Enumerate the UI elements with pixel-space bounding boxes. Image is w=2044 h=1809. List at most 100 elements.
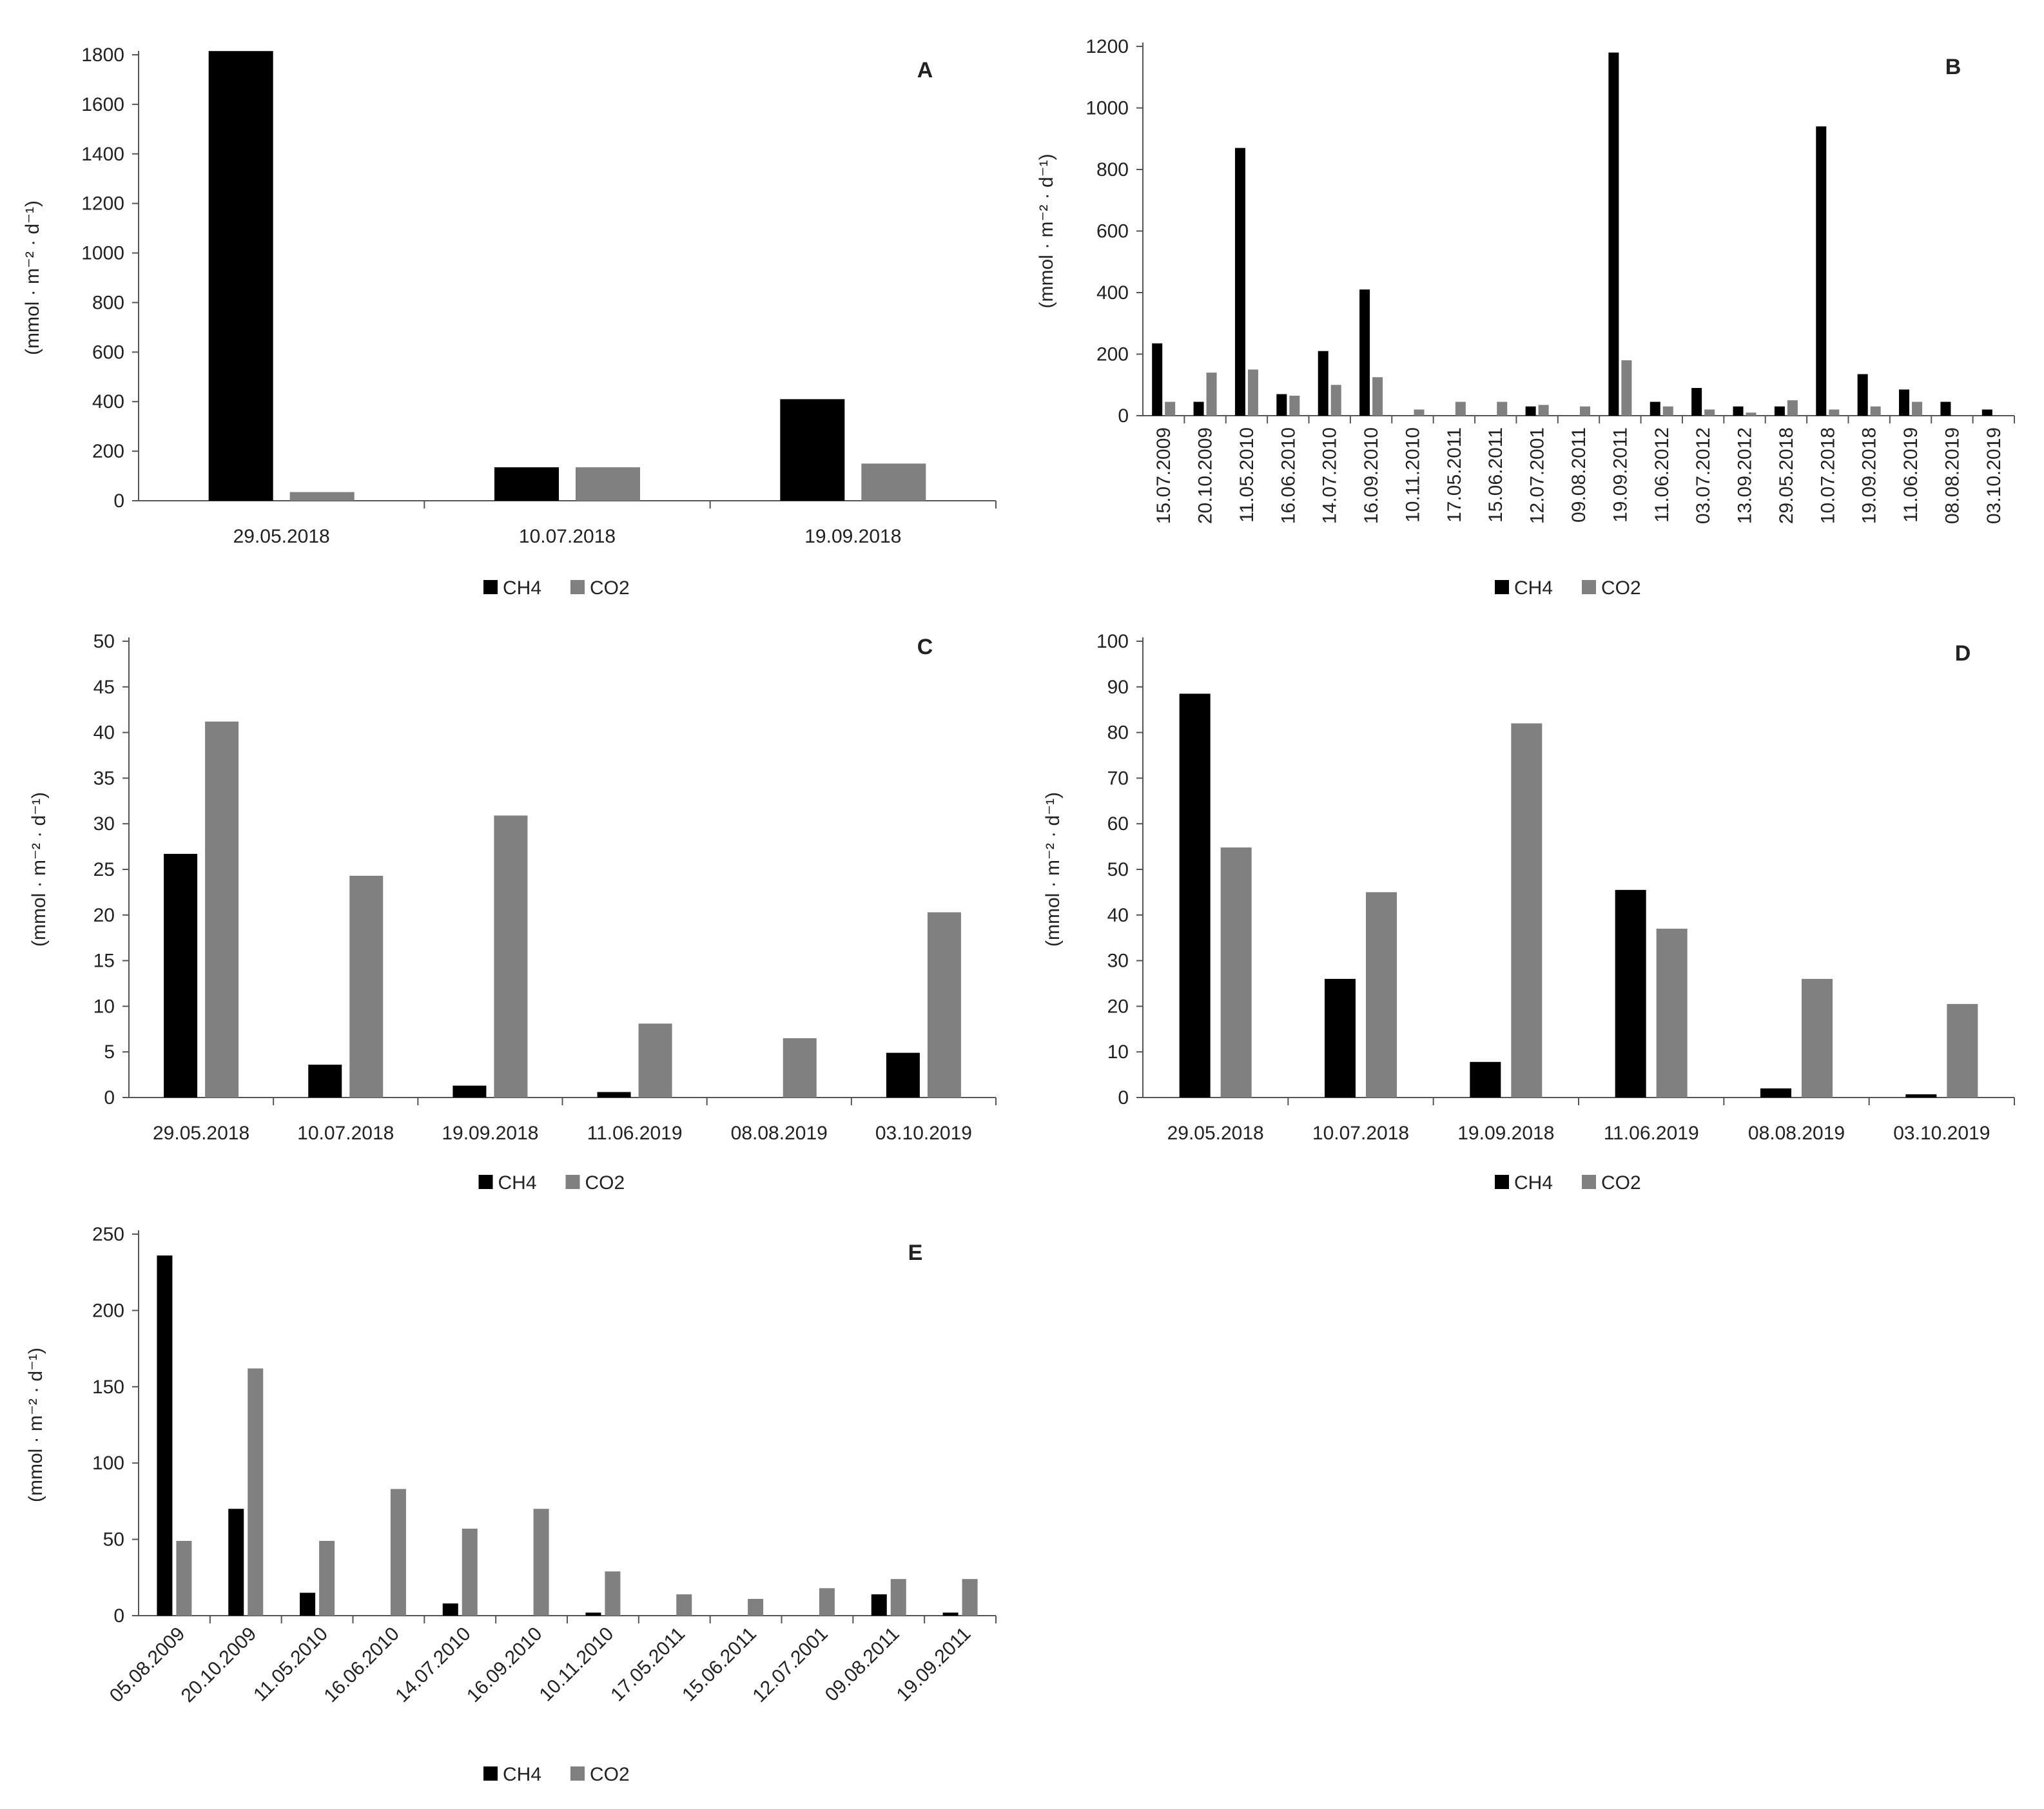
bar-d-ch4-4 [1760,1088,1791,1098]
x-tick-label-b: 19.09.2011 [1610,427,1631,523]
y-axis-label-e: (mmol · m⁻² · d⁻¹) [25,1348,46,1502]
legend-swatch-b-co2 [1582,580,1596,594]
legend-d: CH4 CO2 [1495,1172,1641,1194]
legend-swatch-c-ch4 [478,1175,493,1189]
y-tick-label-b: 0 [1118,405,1129,427]
x-tick-label-d: 08.08.2019 [1748,1123,1845,1144]
legend-label-a-co2: CO2 [590,577,630,599]
bar-e-ch4-0 [157,1255,173,1616]
bar-b-co2-1 [1206,372,1217,416]
x-tick-label-b: 16.09.2010 [1361,427,1382,524]
y-tick-label-a: 400 [92,391,124,412]
y-tick-label-d: 20 [1107,996,1129,1017]
y-tick-label-e: 200 [92,1300,124,1321]
bar-e-co2-0 [176,1540,192,1616]
y-tick-label-e: 250 [92,1224,124,1245]
y-tick-label-c: 25 [93,859,115,880]
x-tick-label-b: 10.07.2018 [1817,427,1838,524]
x-tick-label-b: 03.07.2012 [1693,427,1714,524]
bar-e-co2-2 [319,1540,335,1616]
bar-e-co2-10 [890,1579,906,1616]
bar-b-ch4-19 [1940,401,1951,416]
bar-e-ch4-1 [228,1509,244,1616]
x-tick-label-b: 11.06.2019 [1900,427,1922,523]
bar-b-co2-2 [1247,369,1258,416]
bar-b-co2-13 [1704,409,1715,416]
bar-d-ch4-2 [1470,1061,1501,1098]
panel-letter-c: C [917,635,933,659]
bar-b-co2-10 [1580,406,1590,416]
legend-b: CH4 CO2 [1495,577,1641,599]
x-tick-label-b: 15.07.2009 [1153,427,1174,524]
bar-d-co2-4 [1802,978,1833,1098]
bar-e-ch4-6 [585,1612,601,1616]
legend-swatch-d-co2 [1582,1175,1596,1189]
legend-label-d-co2: CO2 [1601,1172,1641,1194]
x-tick-label-b: 14.07.2010 [1319,427,1341,524]
panel-letter-d: D [1955,641,1971,666]
x-tick-label-c: 03.10.2019 [875,1123,972,1144]
y-tick-label-e: 150 [92,1377,124,1398]
x-tick-label-b: 19.09.2018 [1859,427,1880,524]
x-tick-label-b: 15.06.2011 [1485,427,1506,523]
y-tick-label-c: 5 [104,1041,115,1063]
x-tick-label-b: 13.09.2012 [1735,427,1756,524]
bar-e-co2-11 [962,1579,978,1616]
legend-swatch-e-ch4 [483,1766,498,1781]
y-tick-label-a: 1200 [81,193,124,215]
legend-e: CH4 CO2 [483,1764,630,1785]
bar-c-co2-2 [494,815,528,1098]
bar-b-co2-17 [1870,406,1881,416]
y-tick-label-d: 0 [1118,1087,1129,1108]
x-tick-label-d: 29.05.2018 [1167,1123,1264,1144]
bar-e-ch4-10 [871,1594,887,1616]
y-axis-label-c: (mmol · m⁻² · d⁻¹) [28,792,50,947]
x-tick-label-b: 29.05.2018 [1776,427,1797,524]
y-tick-label-d: 40 [1107,905,1129,926]
y-tick-label-c: 20 [93,905,115,926]
y-tick-label-e: 100 [92,1453,124,1474]
chart-panel-b: 0 200 400 600 800 1000 1200 (mmol · m⁻² · d⁻¹) 1… [1036,36,2015,599]
x-tick-label-b: 08.08.2019 [1942,427,1963,524]
y-tick-label-b: 600 [1096,221,1129,242]
bar-b-ch4-18 [1899,389,1910,416]
chart-panel-d: 0 10 20 30 40 50 60 70 80 90 100 (mmol · m⁻² · d⁻¹)… [1042,631,2015,1194]
x-tick-label-d: 03.10.2019 [1893,1123,1990,1144]
x-tick-label-c: 11.06.2019 [587,1123,683,1144]
y-tick-label-c: 30 [93,813,115,835]
bar-a-co2-1 [576,467,640,501]
bar-a-ch4-1 [494,467,559,501]
bar-e-co2-9 [819,1588,835,1616]
legend-label-c-co2: CO2 [585,1172,625,1194]
legend-swatch-b-ch4 [1495,580,1509,594]
y-tick-label-d: 60 [1107,813,1129,835]
bar-b-co2-18 [1912,401,1923,416]
x-tick-label-c: 08.08.2019 [731,1123,828,1144]
y-tick-label-d: 30 [1107,951,1129,972]
y-tick-label-a: 600 [92,342,124,363]
bar-a-co2-0 [289,492,355,501]
bar-b-co2-16 [1829,409,1840,416]
x-tick-label-d: 10.07.2018 [1312,1123,1409,1144]
y-tick-label-a: 800 [92,292,124,313]
bar-b-ch4-0 [1152,343,1163,416]
bar-b-ch4-17 [1857,374,1868,416]
bar-b-ch4-15 [1774,406,1785,416]
bar-b-ch4-13 [1691,388,1702,416]
bar-b-co2-0 [1165,401,1176,416]
x-tick-label-a: 10.07.2018 [519,526,616,547]
bar-b-ch4-20 [1981,409,1992,416]
bar-b-ch4-16 [1816,126,1827,416]
x-tick-label-b: 11.05.2010 [1236,427,1258,523]
y-tick-label-b: 800 [1096,159,1129,180]
bar-b-ch4-5 [1359,289,1370,416]
y-tick-label-a: 0 [113,490,124,512]
panel-letter-b: B [1945,55,1961,79]
bar-b-co2-8 [1497,401,1508,416]
bar-b-co2-9 [1538,405,1549,416]
x-tick-label-d: 11.06.2019 [1604,1123,1699,1144]
x-tick-label-b: 12.07.2001 [1527,427,1548,524]
x-tick-label-b: 03.10.2019 [1983,427,2005,524]
y-tick-label-b: 1000 [1085,98,1129,119]
